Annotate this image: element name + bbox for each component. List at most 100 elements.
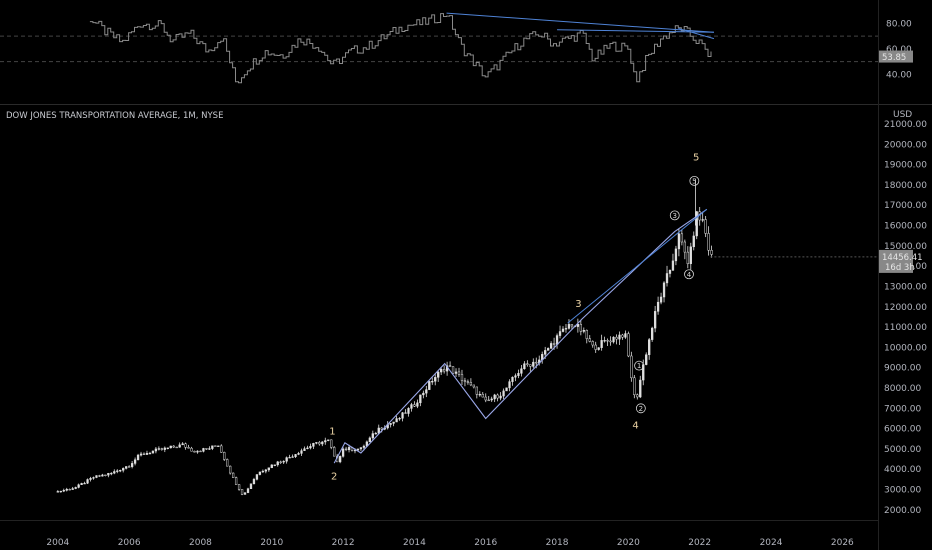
candle-body xyxy=(68,489,71,491)
candle-body xyxy=(451,366,455,374)
candle-body xyxy=(425,389,428,394)
candle-body xyxy=(246,488,250,493)
candle-body xyxy=(493,394,496,400)
sub-wave-circle xyxy=(635,403,646,414)
candle-body xyxy=(683,241,686,253)
price-tick-label: 9000.00 xyxy=(884,364,921,374)
sub-wave-label: 5 xyxy=(692,177,696,185)
candle-body xyxy=(686,251,689,264)
candle-body xyxy=(77,484,80,488)
price-tick-label: 16000.00 xyxy=(884,222,927,232)
candle-body xyxy=(511,376,514,382)
candle-body xyxy=(659,296,663,303)
oscillator-trendline[interactable] xyxy=(678,27,715,40)
candle-body xyxy=(377,427,380,434)
candle-body xyxy=(407,408,410,414)
candle-body xyxy=(288,457,291,459)
candle-body xyxy=(130,463,134,467)
elliott-wave-path[interactable] xyxy=(333,208,708,464)
candle-body xyxy=(558,331,562,336)
candle-body xyxy=(202,448,205,452)
candle-body xyxy=(169,445,172,449)
candle-body xyxy=(680,233,684,243)
candle-body xyxy=(535,361,538,364)
candle-body xyxy=(285,457,288,462)
candle-body xyxy=(707,233,710,251)
candle-body xyxy=(178,444,181,448)
candle-body xyxy=(303,448,306,451)
candle-body xyxy=(229,465,232,474)
price-trendline[interactable] xyxy=(567,208,708,324)
candle-body xyxy=(181,443,184,446)
candle-body xyxy=(475,386,478,395)
price-tick-label: 12000.00 xyxy=(884,303,927,313)
oscillator-value-label: 53.85 xyxy=(882,53,906,63)
candle-body xyxy=(154,448,158,452)
candle-body xyxy=(419,394,422,404)
candle-body xyxy=(92,477,95,479)
candle-body xyxy=(237,484,241,490)
candle-body xyxy=(484,396,487,401)
candle-body xyxy=(86,479,89,484)
candle-body xyxy=(190,447,193,452)
candle-body xyxy=(318,442,321,445)
candle-body xyxy=(410,404,413,409)
candle-body xyxy=(65,489,68,491)
oscillator-trendline[interactable] xyxy=(446,12,715,33)
candle-body xyxy=(564,328,568,330)
candle-body xyxy=(249,483,253,489)
candle-body xyxy=(83,482,86,485)
candle-body xyxy=(312,443,315,447)
candle-body xyxy=(639,379,642,398)
sub-wave-circle xyxy=(634,360,644,371)
time-tick-label: 2018 xyxy=(546,538,569,548)
candle-body xyxy=(395,418,398,423)
price-tick-label: 10000.00 xyxy=(884,343,927,353)
price-tick-label: 13000.00 xyxy=(884,282,927,292)
candle-body xyxy=(636,394,639,398)
candle-body xyxy=(520,368,523,374)
candle-body xyxy=(306,447,309,449)
candle-body xyxy=(454,371,458,374)
candle-body xyxy=(142,453,146,455)
oscillator-series-line xyxy=(89,13,712,84)
candle-body xyxy=(618,334,621,340)
candle-body xyxy=(139,453,143,456)
candle-body xyxy=(157,448,161,450)
candle-body xyxy=(193,450,196,453)
time-axis[interactable]: 2004 2006 2008 2010 2012 2014 2016 2018 2020 2022… xyxy=(46,538,854,548)
candle-body xyxy=(330,439,333,448)
candle-body xyxy=(252,479,256,485)
candle-body xyxy=(502,390,505,397)
candle-body xyxy=(380,427,383,430)
candle-body xyxy=(125,466,128,469)
candle-body xyxy=(148,452,152,455)
candle-body xyxy=(653,311,657,329)
candle-body xyxy=(107,473,110,476)
sub-wave-circle xyxy=(684,269,694,280)
candle-body xyxy=(356,448,360,451)
candle-body xyxy=(315,442,318,444)
candle-body xyxy=(344,448,348,451)
candle-body xyxy=(258,471,262,475)
oscillator-value-badge xyxy=(879,50,913,63)
candle-body xyxy=(59,490,62,493)
candle-body xyxy=(648,339,651,355)
price-tick-label: 21000.00 xyxy=(884,120,927,130)
candle-body xyxy=(701,219,704,221)
candle-body xyxy=(662,282,666,298)
candle-body xyxy=(80,483,83,485)
candle-body xyxy=(695,211,698,237)
oscillator-trendline[interactable] xyxy=(557,29,714,33)
candle-body xyxy=(546,348,550,351)
candle-body xyxy=(612,336,615,343)
candle-body xyxy=(267,467,270,471)
price-tick-label: 19000.00 xyxy=(884,161,927,171)
time-tick-label: 2026 xyxy=(831,538,854,548)
candle-body xyxy=(576,324,580,327)
candle-body xyxy=(704,219,707,234)
candle-body xyxy=(282,460,285,463)
wave-label: 1 xyxy=(329,427,335,438)
candle-body xyxy=(526,363,529,365)
